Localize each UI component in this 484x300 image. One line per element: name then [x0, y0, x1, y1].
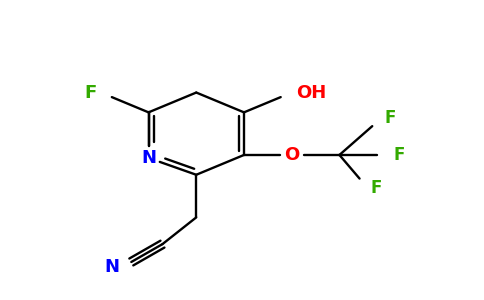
Text: N: N [141, 149, 156, 167]
Text: OH: OH [296, 83, 326, 101]
Text: N: N [105, 258, 120, 276]
Text: F: F [384, 109, 395, 127]
Text: F: F [393, 146, 405, 164]
Text: F: F [85, 83, 97, 101]
Text: F: F [370, 178, 382, 196]
Text: O: O [284, 146, 299, 164]
